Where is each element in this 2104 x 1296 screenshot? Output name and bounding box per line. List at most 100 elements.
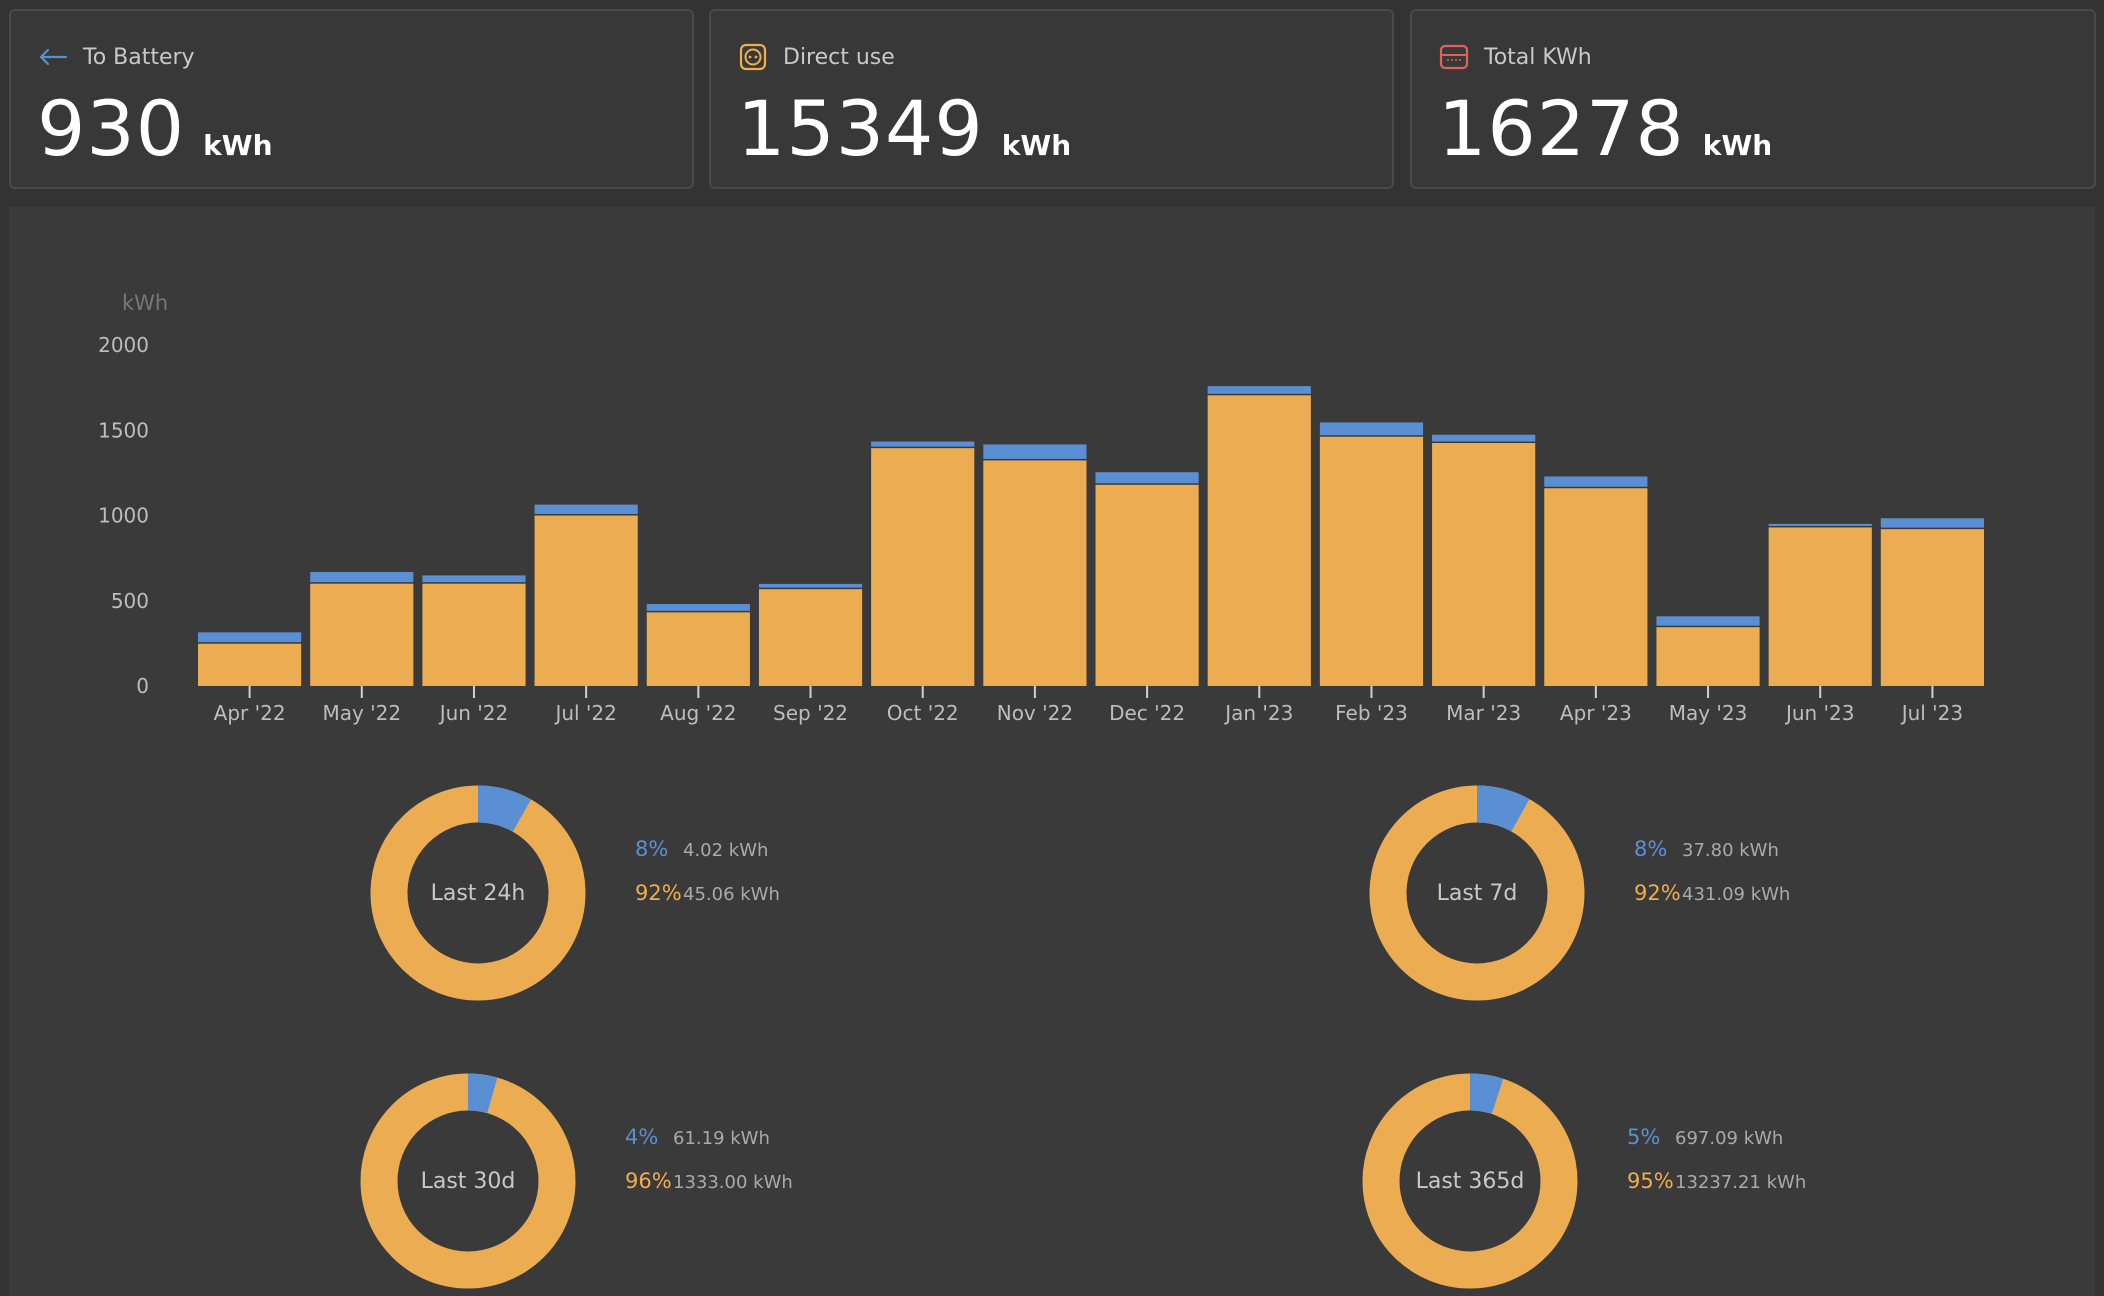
donut-chart [370,785,586,1001]
meter-icon [1438,41,1470,73]
x-tick-label: Jul '23 [1900,701,1963,725]
x-tick-label: Mar '23 [1446,701,1521,725]
bar-direct-use [758,589,863,686]
bar-direct-use [1432,443,1536,686]
x-tick-label: Aug '22 [660,701,736,725]
donut-legend: 4% 61.19 kWh 96% 1333.00 kWh [625,1116,793,1204]
battery-pct: 8% [1634,837,1668,861]
donut-legend: 5% 697.09 kWh 95% 13237.21 kWh [1627,1116,1806,1204]
direct-use-card: Direct use 15349 kWh [709,9,1394,189]
card-unit: kWh [1001,129,1072,162]
direct-kwh: 45.06 kWh [683,884,780,905]
x-tick-label: Jan '23 [1223,701,1293,725]
card-label: Total KWh [1484,44,1592,70]
donut-label: Last 365d [1415,1168,1525,1194]
card-value: 16278 [1438,84,1685,173]
y-axis-unit: kWh [122,291,168,315]
x-tick-label: Apr '22 [214,701,286,725]
bar-direct-use [198,643,302,686]
bar-direct-use [310,583,414,686]
card-label: To Battery [83,44,195,70]
bar-to-battery [1095,472,1199,484]
bar-direct-use [871,448,975,686]
energy-panel: kWh 0 500 1000 1500 2000 Apr '22 May '22 Jun '22… [9,207,2095,1296]
donut-label: Last 7d [1436,880,1518,906]
bar-direct-use [1880,529,1984,686]
x-tick-label: Jun '22 [438,701,509,725]
battery-kwh: 4.02 kWh [683,840,769,861]
bar-direct-use [1544,488,1648,686]
bar-to-battery [646,604,750,611]
bar-to-battery [983,444,1087,459]
donut-segment-battery [370,785,586,1001]
bar-to-battery [198,632,302,643]
direct-pct: 92% [635,881,682,905]
battery-pct: 5% [1627,1125,1661,1149]
bar-to-battery [1544,476,1648,487]
card-value: 930 [37,84,186,173]
battery-kwh: 61.19 kWh [673,1128,770,1149]
bar-direct-use [1319,436,1424,686]
donut-legend: 8% 37.80 kWh 92% 431.09 kWh [1634,828,1790,916]
x-tick-label: Dec '22 [1109,701,1185,725]
bar-to-battery [1432,434,1536,442]
arrow-left-icon [37,41,69,73]
bar-direct-use [983,460,1087,686]
bar-to-battery [1880,518,1984,528]
donut-segment-battery [1362,1073,1578,1289]
bar-direct-use [646,612,750,686]
donut-label: Last 24h [430,880,526,906]
card-unit: kWh [1702,129,1773,162]
bar-to-battery [1768,523,1872,526]
x-tick-label: Sep '22 [773,701,848,725]
x-tick-label: Jul '22 [553,701,616,725]
direct-pct: 96% [625,1169,672,1193]
x-tick-label: Feb '23 [1335,701,1408,725]
bar-to-battery [1656,616,1760,626]
y-tick-label: 1000 [98,504,149,528]
x-tick-label: May '23 [1669,701,1748,725]
battery-kwh: 697.09 kWh [1675,1128,1784,1149]
battery-pct: 4% [625,1125,659,1149]
x-tick-label: Apr '23 [1560,701,1632,725]
battery-kwh: 37.80 kWh [1682,840,1779,861]
direct-kwh: 1333.00 kWh [673,1172,793,1193]
y-tick-label: 2000 [98,333,149,357]
donut-segment-battery [1369,785,1585,1001]
bar-direct-use [1768,527,1872,686]
direct-kwh: 431.09 kWh [1682,884,1791,905]
bar-to-battery [310,571,414,583]
donut-chart [360,1073,576,1289]
bar-to-battery [758,583,863,588]
battery-pct: 8% [635,837,669,861]
x-tick-label: Nov '22 [997,701,1073,725]
donut-chart [1362,1073,1578,1289]
bar-direct-use [1095,484,1199,686]
bar-direct-use [1656,627,1760,686]
donut-legend: 8% 4.02 kWh 92% 45.06 kWh [635,828,780,916]
card-label: Direct use [783,44,895,70]
bar-to-battery [1319,422,1424,436]
direct-kwh: 13237.21 kWh [1675,1172,1807,1193]
direct-pct: 95% [1627,1169,1674,1193]
x-tick-label: Oct '22 [887,701,959,725]
bar-to-battery [422,575,526,583]
bar-direct-use [1207,395,1311,686]
y-tick-label: 500 [111,589,149,613]
y-tick-label: 1500 [98,418,149,442]
bar-to-battery [534,504,638,514]
donut-chart [1369,785,1585,1001]
bar-to-battery [871,441,975,447]
bar-direct-use [534,515,638,686]
card-unit: kWh [203,129,273,162]
donut-segment-battery [360,1073,576,1289]
donut-label: Last 30d [420,1168,516,1194]
bar-direct-use [422,583,526,686]
card-value: 15349 [737,84,984,173]
direct-pct: 92% [1634,881,1681,905]
x-tick-label: May '22 [322,701,401,725]
socket-icon [737,41,769,73]
to-battery-card: To Battery 930 kWh [9,9,694,189]
bar-to-battery [1207,386,1311,394]
total-kwh-card: Total KWh 16278 kWh [1410,9,2096,189]
